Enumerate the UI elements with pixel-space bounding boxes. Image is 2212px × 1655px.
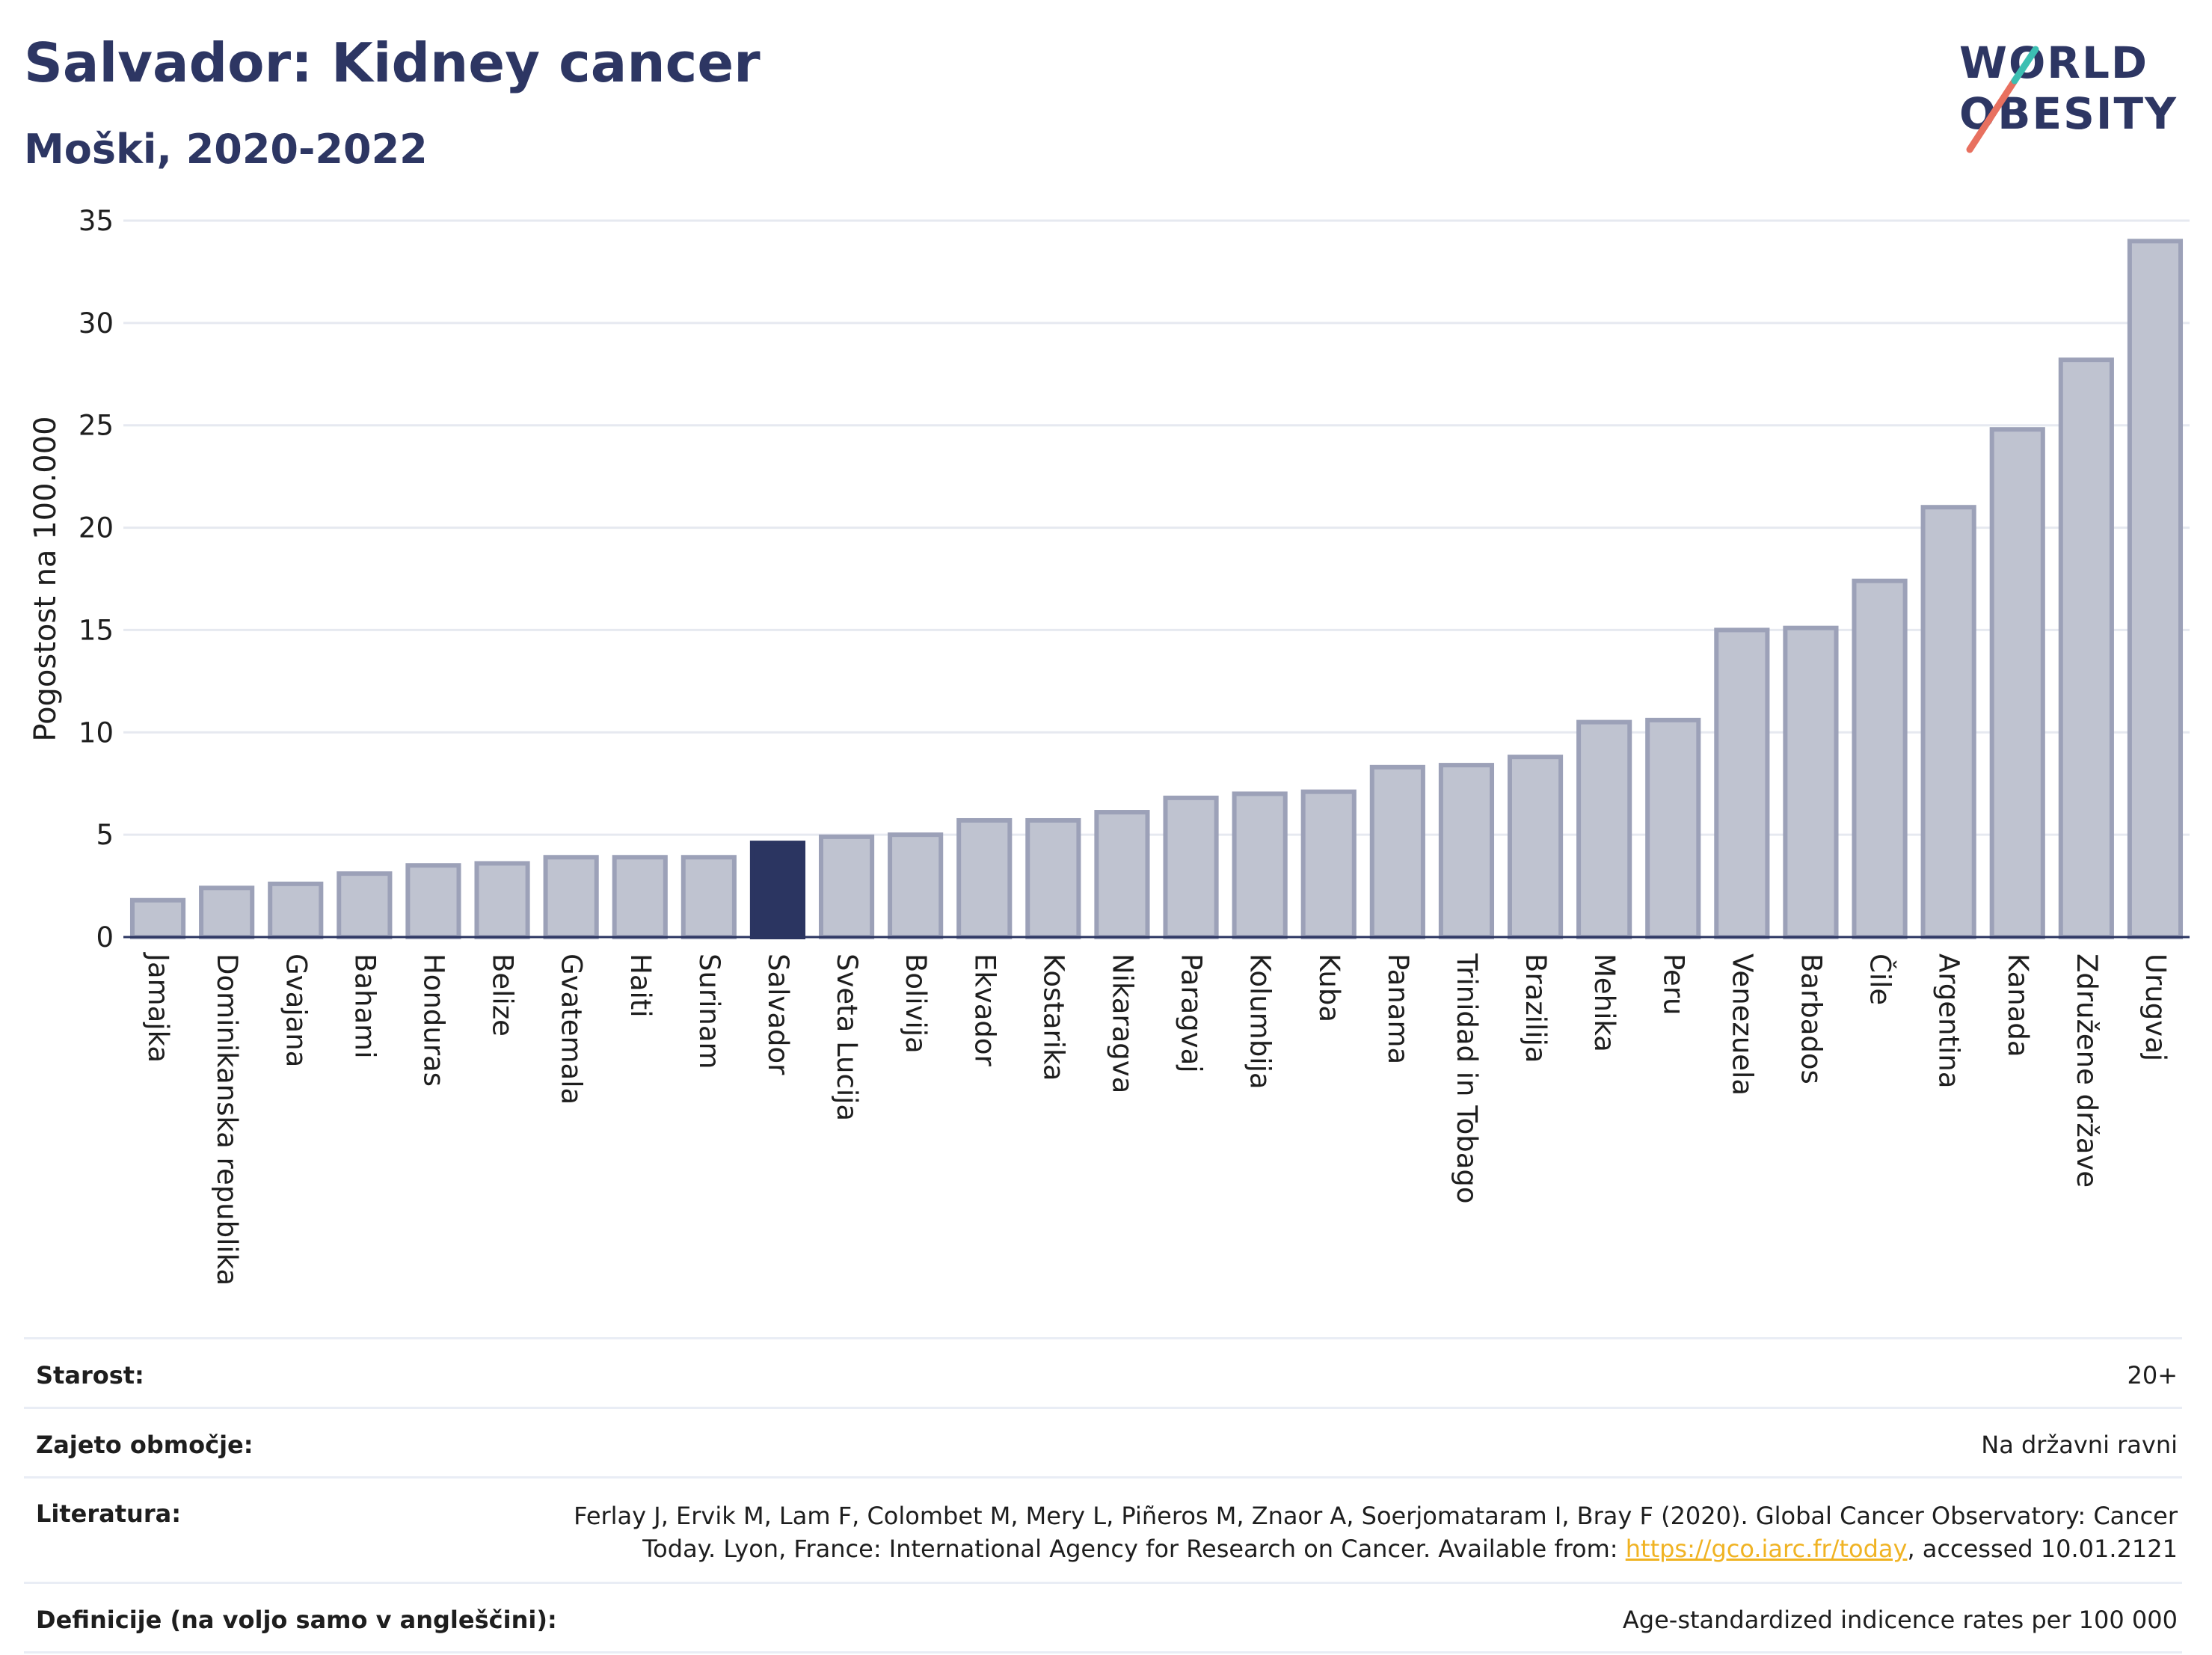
logo-word-world: WORLD (1959, 37, 2149, 88)
literature-value: Ferlay J, Ervik M, Lam F, Colombet M, Me… (574, 1499, 2182, 1565)
bar-kuba (1300, 789, 1357, 939)
x-tick-label: Haiti (624, 954, 657, 1018)
literature-label: Literatura: (36, 1499, 181, 1528)
bar-urugvaj (2127, 239, 2184, 940)
y-axis-label: Pogostost na 100.000 (28, 416, 63, 741)
bar-haiti (612, 855, 668, 939)
bar-kostarika (1025, 817, 1081, 939)
x-tick-label: Surinam (693, 954, 725, 1069)
bar-panama (1369, 764, 1425, 939)
bar-nikaragva (1094, 810, 1150, 940)
bar-honduras (405, 863, 461, 940)
x-tick-label: Argentina (1933, 954, 1965, 1088)
x-tick-label: Kanada (2002, 954, 2034, 1057)
x-tick-label: Nikaragva (1106, 954, 1138, 1093)
bar-paragvaj (1163, 795, 1219, 939)
logo-slash-icon (1966, 46, 2039, 153)
y-tick-label: 0 (96, 921, 114, 954)
info-row-age: Starost: 20+ (24, 1337, 2182, 1407)
x-tick-label: Kolumbija (1244, 954, 1276, 1090)
y-tick-label: 35 (79, 205, 114, 237)
bar-jamajka (129, 897, 186, 940)
x-tick-label: Panama (1382, 954, 1414, 1064)
bar-sveta-lucija (818, 834, 875, 939)
x-tick-labels: Jamajka Dominikanska republika Gvajana Baha… (142, 952, 2172, 1286)
y-tick-label: 20 (79, 512, 114, 544)
area-value: Na državni ravni (1981, 1431, 2178, 1459)
bar-ekvador (956, 817, 1013, 939)
bar-združene-države (2058, 357, 2114, 939)
bar-bolivija (888, 832, 944, 940)
x-tick-label: Gvajana (280, 954, 312, 1067)
y-tick-label: 25 (79, 410, 114, 442)
y-tick-labels: 0 5 10 15 20 25 30 35 (79, 205, 114, 954)
bar-bahami (337, 871, 393, 939)
info-table: Starost: 20+ Zajeto območje: Na državni … (24, 1337, 2182, 1654)
x-tick-label: Gvatemala (556, 954, 588, 1105)
info-row-area: Zajeto območje: Na državni ravni (24, 1407, 2182, 1476)
x-tick-label: Mehika (1588, 954, 1620, 1052)
info-row-literature: Literatura: Ferlay J, Ervik M, Lam F, Co… (24, 1476, 2182, 1582)
bar-argentina (1920, 505, 1976, 939)
x-tick-label: Bolivija (900, 954, 932, 1054)
literature-accessed: , accessed 10.01.2121 (1907, 1535, 2178, 1563)
x-tick-label: Bahami (348, 954, 381, 1059)
x-tick-label: Čile (1864, 954, 1897, 1005)
bar-brazilija (1507, 755, 1564, 939)
literature-link[interactable]: https://gco.iarc.fr/today (1625, 1535, 1908, 1563)
x-tick-label: Trinidad in Tobago (1451, 953, 1483, 1204)
world-obesity-logo: WORLD OBESITY (1953, 36, 2193, 163)
x-tick-label: Paragvaj (1176, 954, 1208, 1073)
info-row-definitions: Definicije (na voljo samo v angleščini):… (24, 1582, 2182, 1654)
x-tick-label: Venezuela (1726, 954, 1758, 1096)
age-value: 20+ (2127, 1361, 2178, 1390)
bar-barbados (1783, 625, 1839, 939)
definitions-label: Definicije (na voljo samo v angleščini): (36, 1606, 557, 1634)
y-tick-label: 30 (79, 307, 114, 340)
bar-chart: 0 5 10 15 20 25 30 35 Pogostost na 100.000 Jama… (28, 205, 2190, 1286)
bar-salvador (749, 841, 806, 939)
bar-gvajana (268, 881, 324, 939)
bars (129, 239, 2184, 940)
bar-surinam (681, 855, 737, 939)
definitions-value: Age-standardized indicence rates per 100… (1622, 1606, 2178, 1634)
bar-kanada (1989, 427, 2045, 939)
literature-line1: Ferlay J, Ervik M, Lam F, Colombet M, Me… (574, 1502, 2178, 1530)
x-tick-label: Brazilija (1520, 954, 1552, 1063)
bar-dominikanska-republika (199, 885, 255, 940)
x-tick-label: Urugvaj (2139, 954, 2172, 1061)
literature-line2: Today. Lyon, France: International Agenc… (642, 1535, 1626, 1563)
x-tick-label: Salvador (762, 954, 794, 1075)
x-tick-label: Kostarika (1037, 954, 1069, 1081)
bar-gvatemala (543, 855, 599, 939)
bar-čile (1852, 578, 1908, 939)
x-tick-label: Dominikanska republika (211, 954, 243, 1286)
x-tick-label: Peru (1657, 954, 1689, 1015)
x-tick-label: Belize (487, 954, 519, 1037)
x-tick-label: Jamajka (142, 952, 174, 1063)
x-tick-label: Ekvador (968, 954, 1001, 1066)
age-label: Starost: (36, 1361, 144, 1390)
x-tick-label: Združene države (2071, 954, 2103, 1188)
bar-peru (1645, 717, 1701, 939)
grid-lines (123, 219, 2190, 939)
bar-mehika (1576, 719, 1632, 939)
chart-subtitle: Moški, 2020-2022 (24, 126, 428, 173)
area-label: Zajeto območje: (36, 1431, 254, 1459)
bar-venezuela (1714, 627, 1770, 940)
bar-belize (474, 861, 530, 939)
bar-trinidad-in-tobago (1438, 763, 1495, 940)
bar-kolumbija (1232, 791, 1288, 940)
chart-title: Salvador: Kidney cancer (24, 31, 761, 94)
y-tick-label: 15 (79, 614, 114, 646)
x-tick-label: Sveta Lucija (831, 954, 863, 1121)
x-tick-label: Kuba (1313, 954, 1345, 1022)
y-tick-label: 5 (96, 819, 114, 851)
y-tick-label: 10 (79, 716, 114, 749)
x-tick-label: Barbados (1795, 954, 1827, 1084)
x-tick-label: Honduras (417, 954, 449, 1087)
